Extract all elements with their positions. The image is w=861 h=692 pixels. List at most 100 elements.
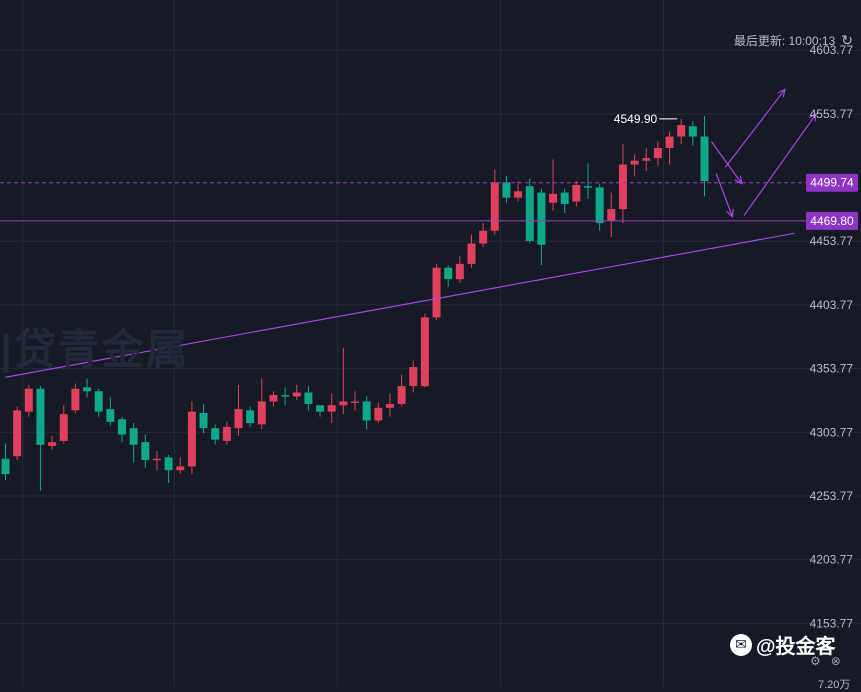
- candle-body: [537, 192, 546, 245]
- candle-body: [327, 405, 336, 412]
- y-tick-label: 4203.77: [810, 553, 854, 567]
- candle-body: [351, 401, 359, 403]
- y-tick-label: 4353.77: [810, 362, 854, 376]
- update-bar: 最后更新: 10:00:13 ↻: [734, 32, 853, 49]
- candle-body: [339, 401, 348, 406]
- brand-logo-icon: ✉: [730, 633, 752, 656]
- price-axis: 4603.77 4553.77 4453.77 4403.77 4353.77 4303.…: [806, 43, 858, 630]
- candle-body: [316, 405, 325, 412]
- volume-label: 7.20万: [818, 679, 851, 691]
- candle-body: [642, 158, 651, 161]
- trendline: [5, 232, 795, 378]
- candle-body: [409, 367, 418, 387]
- candle-body: [269, 395, 278, 402]
- high-marker-label: 4549.90: [614, 112, 658, 126]
- candle-body: [525, 186, 534, 241]
- candle-body: [129, 428, 138, 445]
- close-icon[interactable]: ⊗: [830, 654, 841, 668]
- candle-body: [36, 388, 45, 445]
- candle-body: [549, 193, 558, 203]
- y-tick-label: 4453.77: [810, 234, 854, 248]
- candle-body: [432, 267, 441, 318]
- candle-body: [211, 428, 220, 440]
- candle-body: [362, 401, 371, 421]
- candle-body: [653, 147, 662, 159]
- candle-body: [71, 388, 80, 411]
- candle-body: [222, 426, 231, 441]
- arrow-line: [715, 173, 734, 217]
- candle-body: [1, 458, 10, 475]
- candle-body: [24, 388, 33, 412]
- price-label: 4469.80: [810, 214, 854, 228]
- candle-body: [479, 230, 488, 244]
- arrow-head: [809, 112, 818, 122]
- candle-body: [618, 164, 627, 210]
- candle-body: [304, 392, 313, 404]
- candle-body: [234, 409, 243, 429]
- candle-body: [455, 263, 464, 280]
- candle-body: [374, 407, 383, 421]
- candle-body: [467, 243, 476, 264]
- candle-body: [83, 387, 92, 392]
- candle-body: [152, 458, 161, 461]
- candle-body: [118, 419, 126, 435]
- candle-body: [502, 182, 511, 198]
- candle-body: [292, 392, 301, 397]
- candle-body: [164, 457, 173, 471]
- y-tick-label: 4403.77: [810, 298, 854, 312]
- price-label-box: [806, 211, 858, 230]
- arrow-head: [777, 88, 786, 98]
- arrow-head: [726, 208, 734, 219]
- y-tick-label: 4553.77: [810, 107, 854, 121]
- arrow-line: [711, 141, 743, 184]
- candle-body: [385, 403, 394, 408]
- candle-body: [700, 136, 709, 182]
- brand-text: @投金客: [756, 636, 836, 658]
- candle-body: [607, 209, 616, 221]
- candle-body: [595, 187, 604, 224]
- candle-body: [281, 395, 290, 397]
- overlay-lines: 4549.90: [0, 88, 818, 378]
- candle-body: [13, 410, 22, 457]
- candle-body: [187, 411, 196, 467]
- candle-body: [688, 126, 697, 137]
- candle-body: [141, 442, 150, 461]
- last-update-label: 最后更新: 10:00:13: [733, 34, 836, 48]
- candle-body: [199, 412, 208, 429]
- candle-body: [572, 184, 581, 202]
- refresh-icon[interactable]: ↻: [841, 32, 853, 48]
- y-tick-label: 4153.77: [810, 616, 854, 630]
- candles: [1, 116, 709, 491]
- y-tick-label: 4253.77: [810, 489, 854, 503]
- candle-body: [677, 125, 686, 137]
- y-tick-label: 4303.77: [810, 425, 854, 439]
- price-label: 4499.74: [810, 176, 854, 190]
- brand-logo: ✉ @投金客: [730, 630, 836, 659]
- y-tick-label: 4603.77: [810, 43, 854, 57]
- candle-body: [584, 186, 592, 188]
- arrow-head: [734, 175, 743, 185]
- candle-body: [665, 136, 674, 148]
- candle-body: [106, 409, 115, 422]
- candle-body: [176, 466, 185, 471]
- candle-body: [48, 442, 57, 446]
- arrow-line: [743, 113, 817, 216]
- arrow-line: [724, 89, 786, 168]
- watermark: |贷青金属: [0, 326, 190, 373]
- candle-body: [490, 182, 499, 231]
- price-label-box: [806, 173, 858, 192]
- candle-body: [59, 414, 68, 441]
- candle-body: [630, 160, 639, 165]
- candle-body: [444, 267, 453, 280]
- candle-body: [94, 391, 103, 412]
- candle-body: [560, 192, 569, 205]
- chart-controls: ⚙ ⊗: [810, 654, 841, 668]
- candle-body: [257, 401, 266, 425]
- candle-body: [420, 317, 429, 387]
- candle-body: [514, 191, 523, 198]
- gear-icon[interactable]: ⚙: [810, 654, 821, 668]
- candle-body: [397, 386, 406, 404]
- candle-body: [246, 410, 255, 424]
